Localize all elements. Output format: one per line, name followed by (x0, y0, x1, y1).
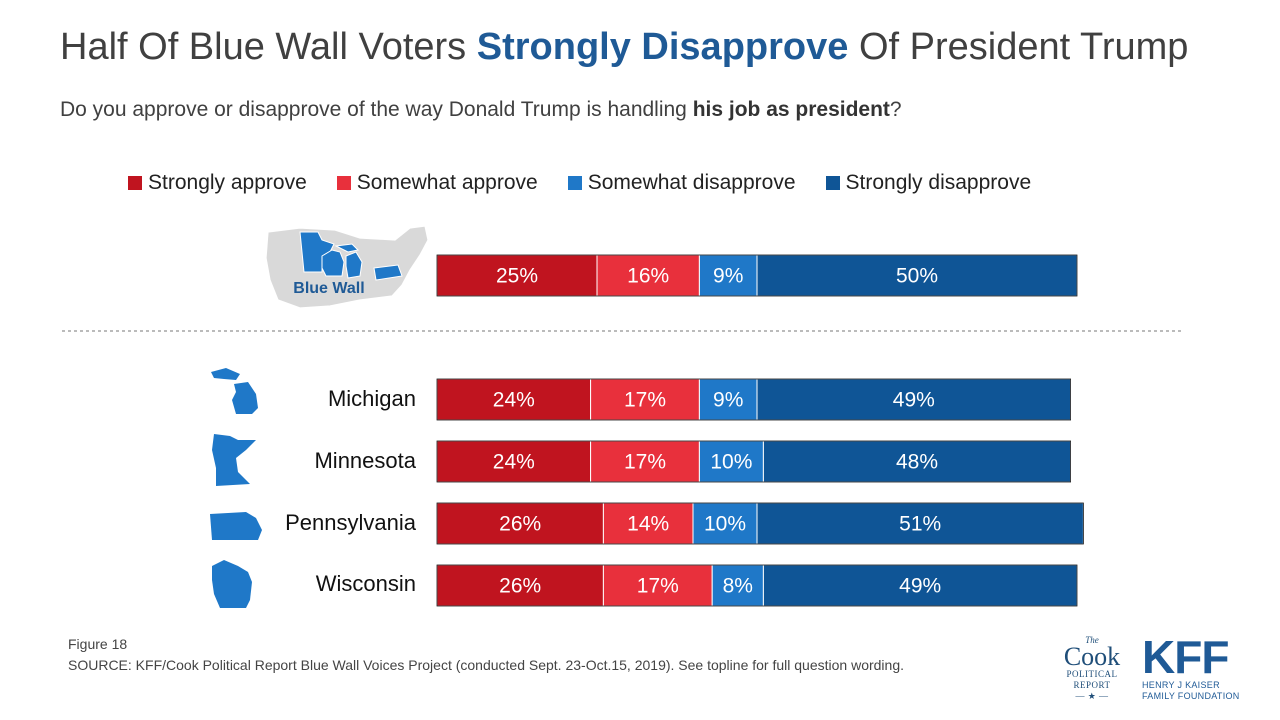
legend-item-strongly-approve: Strongly approve (128, 170, 307, 196)
row-label-minnesota: Minnesota (314, 448, 416, 473)
bar-minnesota-strongly-approve (436, 440, 592, 483)
legend-swatch-somewhat-disapprove (567, 176, 582, 190)
title-highlight: Strongly Disapprove (476, 26, 849, 68)
question-bold: his job as president (692, 98, 890, 121)
bar-outline-wisconsin (436, 564, 1078, 607)
blue-wall-map-label: Blue Wall (293, 280, 364, 297)
data-label-wisconsin-strongly-approve: 26% (499, 575, 541, 598)
map-wisconsin-shape (321, 249, 345, 277)
question-text: Do you approve or disapprove of the way … (60, 98, 1240, 122)
row-label-michigan: Michigan (327, 386, 416, 411)
bar-blue-wall-somewhat-disapprove (698, 254, 758, 297)
blue-wall-map-icon: Blue Wall (265, 225, 429, 309)
data-label-pennsylvania-somewhat-disapprove: 10% (704, 513, 746, 536)
data-label-blue-wall-somewhat-approve: 16% (627, 265, 669, 288)
kff-logo-line2: FAMILY FOUNDATION (1142, 691, 1240, 701)
bar-michigan-somewhat-approve (590, 378, 700, 421)
data-label-blue-wall-somewhat-disapprove: 9% (713, 265, 743, 288)
michigan-map-icon (211, 368, 258, 414)
bar-michigan-somewhat-disapprove (698, 378, 758, 421)
legend-label-somewhat-approve: Somewhat approve (356, 171, 538, 194)
legend-swatch-strongly-approve (128, 176, 142, 190)
data-label-blue-wall-strongly-disapprove: 50% (896, 265, 938, 288)
bar-outline-blue-wall (436, 254, 1078, 297)
pennsylvania-map-icon (210, 512, 262, 540)
kff-logo: KFF HENRY J KAISER FAMILY FOUNDATION (1142, 634, 1240, 702)
data-label-wisconsin-strongly-disapprove: 49% (899, 575, 941, 598)
bar-blue-wall-somewhat-approve (596, 254, 700, 297)
page-title: Half Of Blue Wall Voters Strongly Disapp… (60, 26, 1260, 69)
data-label-michigan-strongly-disapprove: 49% (893, 389, 935, 412)
cook-logo-the: The (1085, 635, 1099, 645)
data-label-wisconsin-somewhat-approve: 17% (637, 575, 679, 598)
data-label-blue-wall-strongly-approve: 25% (496, 265, 538, 288)
legend-label-strongly-disapprove: Strongly disapprove (845, 171, 1032, 194)
figure-number: Figure 18 (68, 636, 128, 652)
stacked-bar-chart: Blue Wall 25% 16% 9% 50% 24% 17% 9% 49% 24% 17% 10… (62, 225, 1183, 608)
bar-minnesota-somewhat-approve (590, 440, 700, 483)
bar-michigan-strongly-disapprove (756, 378, 1072, 421)
data-label-pennsylvania-strongly-approve: 26% (499, 513, 541, 536)
chart-legend: Strongly approve Somewhat approve Somewh… (128, 170, 1031, 196)
data-label-minnesota-strongly-approve: 24% (493, 451, 535, 474)
title-part-1: Half Of Blue Wall Voters (60, 26, 477, 68)
question-part-1: Do you approve or disapprove of the way … (60, 98, 693, 121)
data-label-minnesota-strongly-disapprove: 48% (896, 451, 938, 474)
row-label-wisconsin: Wisconsin (315, 571, 416, 596)
legend-swatch-somewhat-approve (336, 176, 351, 190)
legend-item-somewhat-approve: Somewhat approve (336, 170, 538, 196)
source-note: SOURCE: KFF/Cook Political Report Blue W… (68, 657, 904, 673)
wisconsin-map-icon (212, 560, 252, 608)
cook-logo-line1: POLITICAL (1066, 669, 1118, 679)
minnesota-map-icon (212, 434, 256, 486)
footer: Figure 18 SOURCE: KFF/Cook Political Rep… (68, 634, 904, 676)
kff-logo-line1: HENRY J KAISER (1142, 680, 1220, 690)
star-icon: — ★ — (1075, 691, 1109, 701)
bar-outline-pennsylvania (436, 502, 1084, 545)
data-label-michigan-somewhat-approve: 17% (624, 389, 666, 412)
legend-swatch-strongly-disapprove (825, 176, 840, 190)
data-label-minnesota-somewhat-disapprove: 10% (710, 451, 752, 474)
cook-logo-line2: REPORT (1073, 680, 1111, 690)
bar-minnesota-somewhat-disapprove (698, 440, 764, 483)
data-label-minnesota-somewhat-approve: 17% (624, 451, 666, 474)
bars-group: 25% 16% 9% 50% 24% 17% 9% 49% 24% 17% 10% 48% 26% 14%… (436, 254, 1084, 607)
bar-outline-michigan (436, 378, 1071, 421)
cook-logo-name: Cook (1063, 642, 1121, 671)
data-label-pennsylvania-somewhat-approve: 14% (627, 513, 669, 536)
bar-wisconsin-somewhat-disapprove (711, 564, 764, 607)
data-label-wisconsin-somewhat-disapprove: 8% (723, 575, 753, 598)
cook-political-report-logo: The Cook POLITICAL REPORT — ★ — (1056, 636, 1128, 702)
legend-item-somewhat-disapprove: Somewhat disapprove (567, 170, 796, 196)
map-pennsylvania-shape (373, 264, 403, 281)
bar-outline-minnesota (436, 440, 1071, 483)
data-label-pennsylvania-strongly-disapprove: 51% (899, 513, 941, 536)
bar-michigan-strongly-approve (436, 378, 592, 421)
legend-label-somewhat-disapprove: Somewhat disapprove (587, 171, 796, 194)
kff-logo-name: KFF (1142, 631, 1229, 683)
row-label-pennsylvania: Pennsylvania (285, 510, 416, 535)
title-part-2: Of President Trump (848, 26, 1189, 68)
legend-label-strongly-approve: Strongly approve (148, 171, 307, 194)
question-part-2: ? (889, 98, 902, 121)
bar-blue-wall-strongly-disapprove (756, 254, 1078, 297)
legend-item-strongly-disapprove: Strongly disapprove (825, 170, 1032, 196)
data-label-michigan-somewhat-disapprove: 9% (713, 389, 743, 412)
data-label-michigan-strongly-approve: 24% (493, 389, 535, 412)
map-michigan-shape (334, 243, 363, 279)
